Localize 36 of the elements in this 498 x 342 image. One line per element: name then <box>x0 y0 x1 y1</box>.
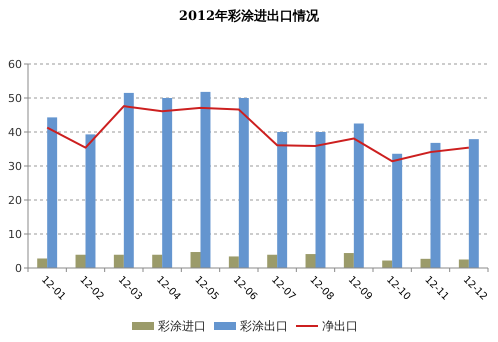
bar <box>267 254 278 268</box>
bar <box>86 134 96 268</box>
bar <box>190 252 200 268</box>
bar <box>124 92 134 268</box>
bar <box>200 92 210 268</box>
bar <box>162 98 172 268</box>
legend-label: 净出口 <box>322 319 358 333</box>
bar <box>37 258 48 268</box>
y-tick-label: 50 <box>8 92 22 105</box>
legend-label: 彩涂进口 <box>158 319 206 333</box>
y-tick-label: 60 <box>8 58 22 71</box>
bar <box>344 253 354 268</box>
bar <box>228 256 239 268</box>
bar <box>306 254 316 268</box>
y-tick-label: 30 <box>8 160 22 173</box>
chart-title: 2012年彩涂进出口情况 <box>178 9 320 24</box>
bar <box>468 139 479 268</box>
bar <box>76 254 86 268</box>
bar <box>114 254 124 268</box>
y-tick-label: 40 <box>8 126 22 139</box>
line-series <box>46 105 470 162</box>
bar <box>47 117 58 268</box>
bar <box>238 98 249 268</box>
bar <box>277 132 288 268</box>
bar <box>382 260 392 268</box>
bar <box>354 124 364 268</box>
y-tick-label: 20 <box>8 194 22 207</box>
legend-label: 彩涂出口 <box>240 319 288 333</box>
bar <box>392 154 402 268</box>
y-tick-label: 0 <box>15 262 22 275</box>
bar <box>152 254 162 268</box>
bar <box>430 142 440 268</box>
y-tick-label: 10 <box>8 228 22 241</box>
bar <box>458 260 469 268</box>
bar <box>420 258 430 268</box>
bar <box>316 132 326 268</box>
